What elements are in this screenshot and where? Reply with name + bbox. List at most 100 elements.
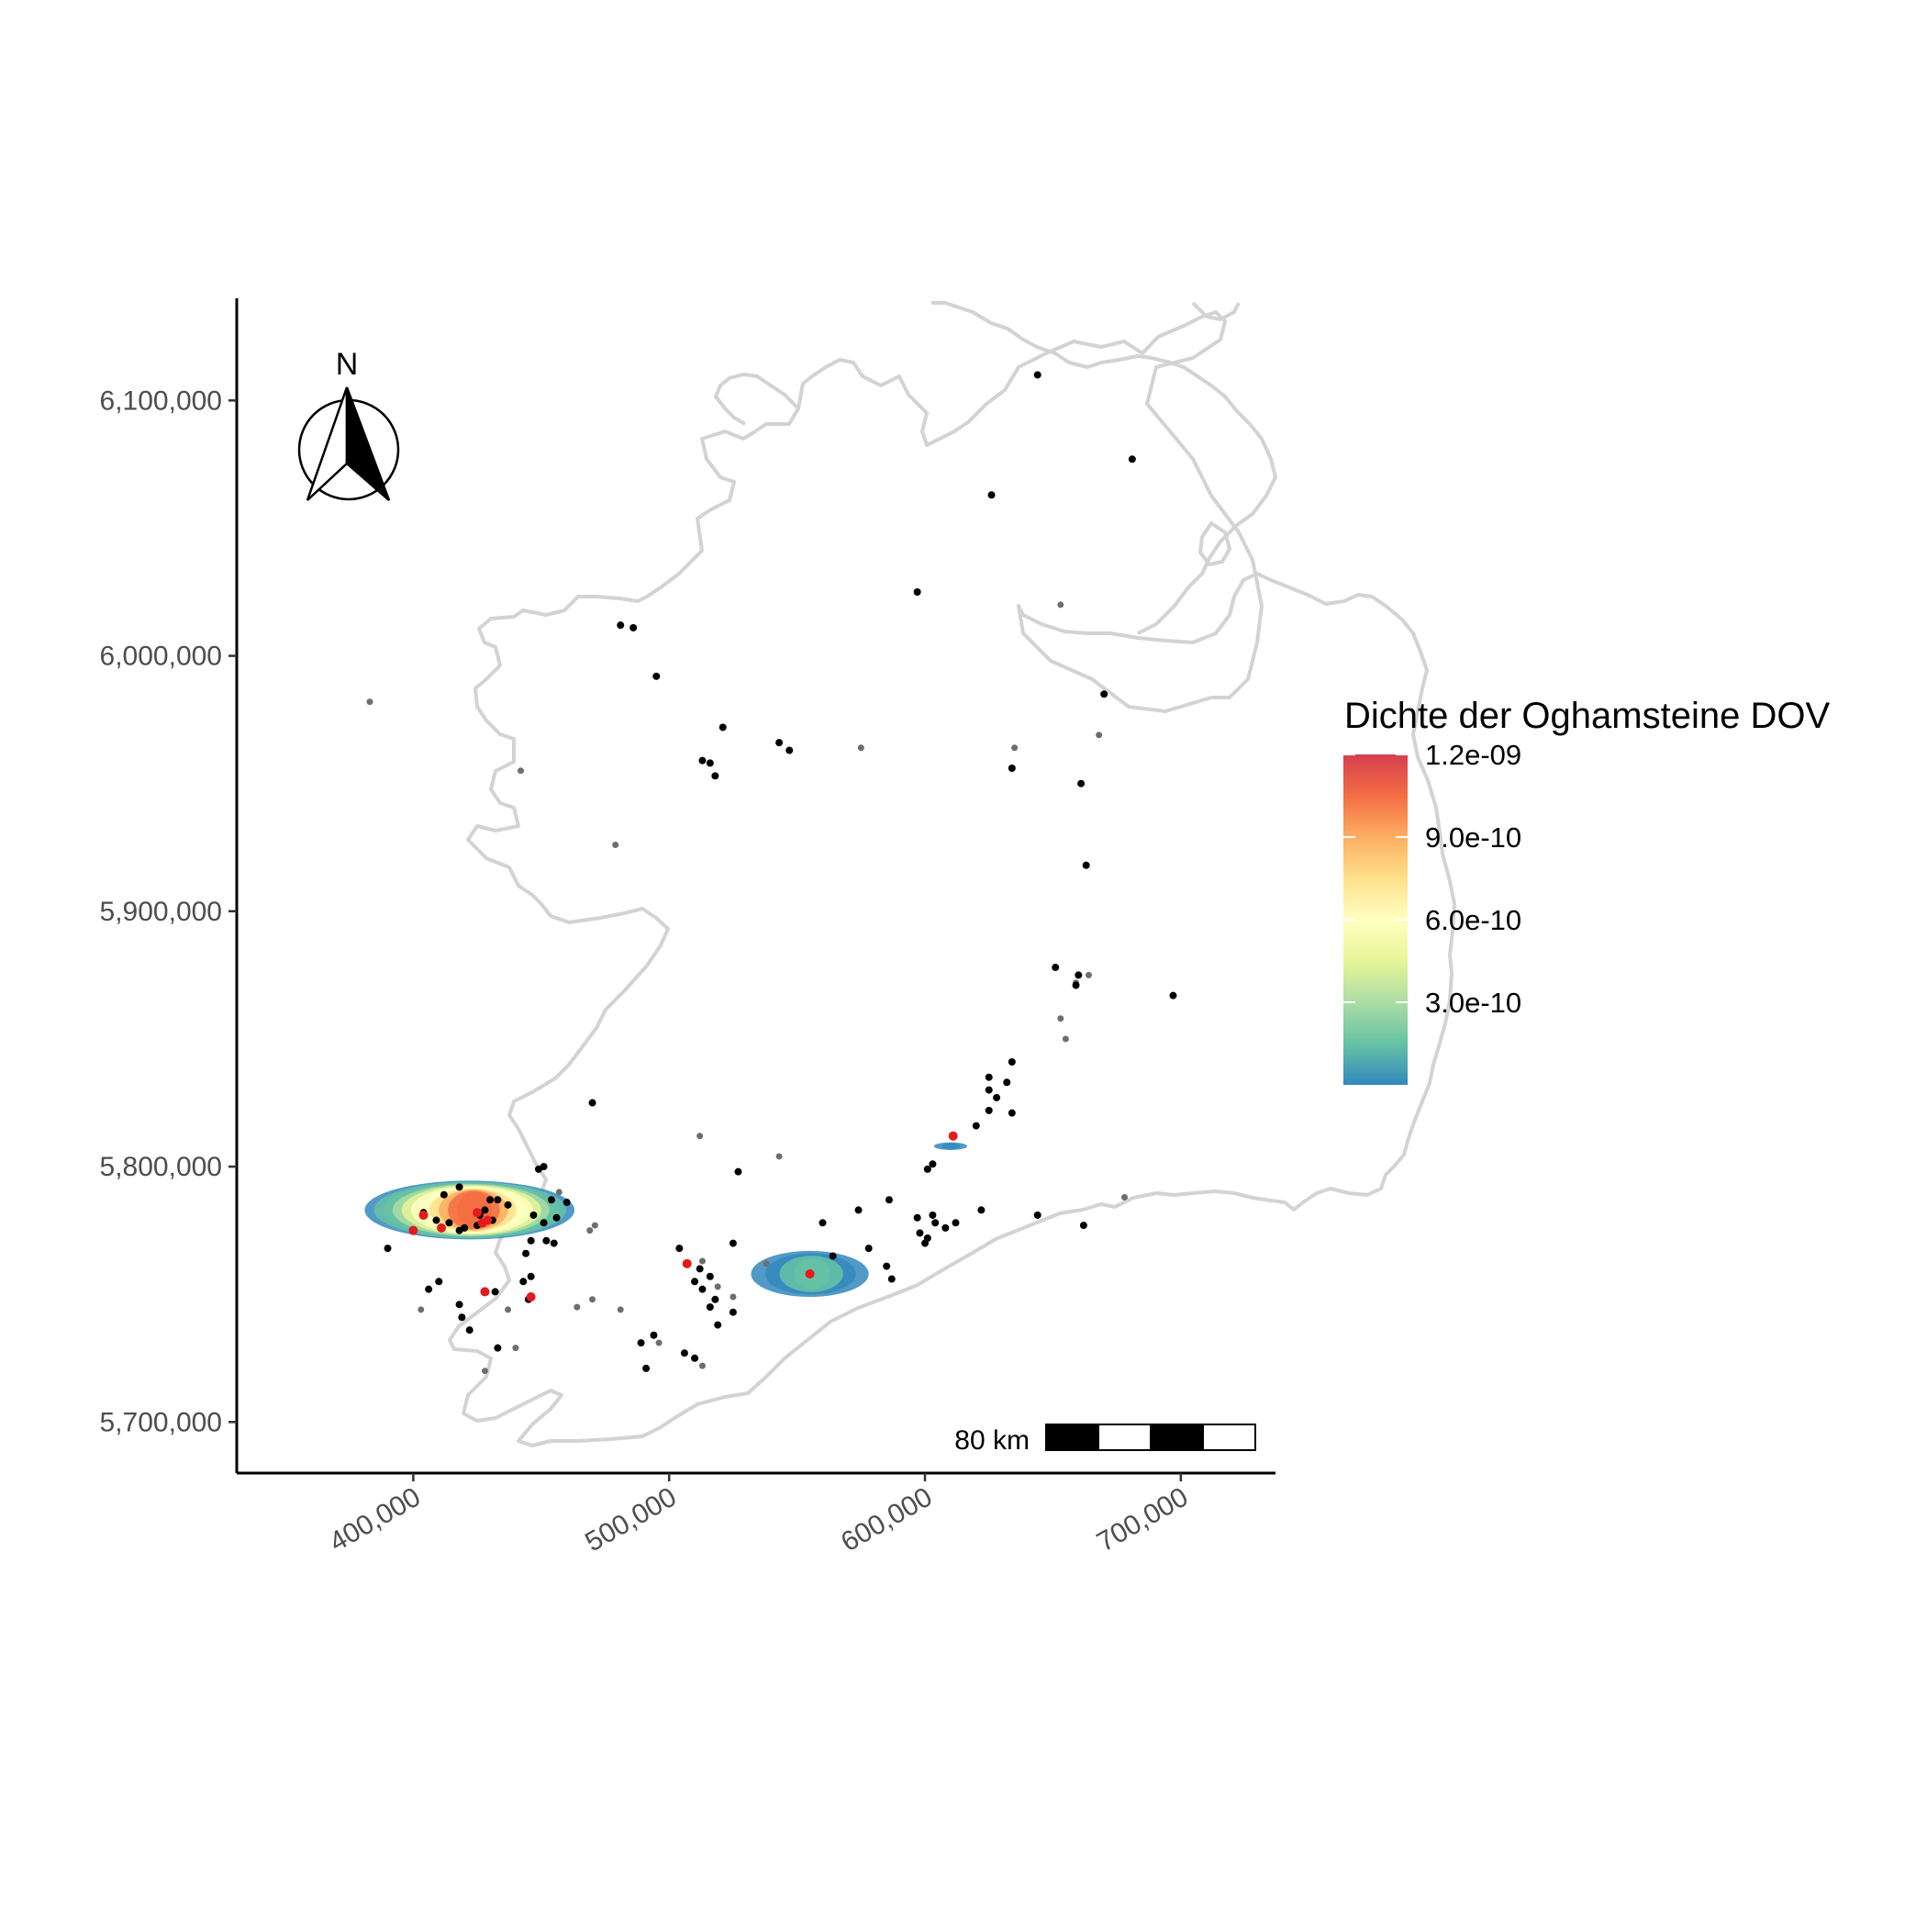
site-point (923, 1165, 931, 1173)
site-point (650, 1331, 658, 1339)
ireland-northwest-coastline (714, 373, 800, 426)
site-point (1128, 455, 1136, 463)
site-point-faint (1011, 744, 1019, 752)
y-tick-label: 6,000,000 (100, 642, 222, 672)
site-point-highlight (948, 1131, 958, 1141)
site-point (985, 1073, 993, 1081)
density-level-2-1 (941, 1143, 961, 1150)
site-point (481, 1206, 489, 1214)
legend-tick-label: 3.0e-10 (1425, 987, 1521, 1019)
site-point (1075, 971, 1083, 979)
site-point (491, 1288, 499, 1296)
site-point-faint (698, 1257, 706, 1265)
site-point (527, 1236, 535, 1245)
site-point (1003, 1078, 1011, 1087)
x-axis-ticks: 400,000 500,000 600,000 700,000 (324, 1473, 1193, 1558)
site-point (987, 491, 996, 499)
site-point-faint (775, 1153, 783, 1160)
site-point (629, 623, 638, 631)
site-point-faint (730, 1293, 737, 1301)
site-point (1072, 981, 1080, 989)
north-arrow-right-half (345, 386, 391, 501)
site-point-faint (517, 767, 524, 775)
site-point (913, 588, 921, 596)
site-point (885, 1196, 893, 1204)
legend-tick-label: 9.0e-10 (1425, 821, 1521, 854)
site-point (486, 1196, 495, 1204)
site-point-faint (698, 1362, 706, 1369)
site-point (706, 1272, 714, 1280)
site-point (729, 1308, 737, 1316)
site-point-faint (696, 1133, 704, 1140)
site-point (675, 1245, 684, 1253)
site-point (854, 1206, 863, 1214)
northeast-islet (1191, 301, 1241, 321)
density-contours (364, 1142, 968, 1297)
site-point (542, 1236, 551, 1245)
site-point (706, 1303, 714, 1312)
site-point (696, 1265, 704, 1273)
site-point (1052, 964, 1060, 972)
site-point-faint (555, 1189, 563, 1196)
scale-bar-segment-4 (1202, 1424, 1256, 1451)
site-point (550, 1239, 558, 1247)
scale-bar: 80 km (954, 1424, 1256, 1456)
site-point-faint (1085, 971, 1092, 978)
site-point (691, 1278, 699, 1286)
site-point-highlight (480, 1287, 490, 1297)
ireland-coastline (448, 310, 1456, 1447)
site-point (929, 1160, 937, 1168)
site-point-faint (366, 698, 373, 706)
site-point-highlight (418, 1210, 429, 1220)
site-point (729, 1239, 737, 1247)
site-point (864, 1245, 873, 1253)
site-point-faint (1062, 1035, 1069, 1043)
y-tick-label: 5,700,000 (100, 1407, 222, 1437)
site-point-faint (1120, 1193, 1128, 1201)
legend-title: Dichte der Oghamsteine DOV (1344, 696, 1830, 736)
site-point (445, 1219, 453, 1227)
site-point-faint (512, 1345, 519, 1352)
site-point (698, 756, 707, 765)
site-point (985, 1106, 993, 1114)
axes: 5,700,000 5,800,000 5,900,000 6,000,000 6,10… (100, 298, 1275, 1558)
site-point (734, 1167, 742, 1176)
site-point (440, 1190, 448, 1199)
scale-bar-segment-3 (1150, 1424, 1204, 1451)
site-point (637, 1339, 645, 1347)
y-tick-label: 5,800,000 (100, 1152, 222, 1182)
site-point (1008, 1109, 1016, 1117)
site-point-faint (617, 1306, 624, 1313)
site-point (1033, 371, 1041, 379)
site-point (718, 723, 727, 731)
site-point (706, 759, 714, 767)
site-point (458, 1313, 466, 1322)
site-point-highlight (437, 1223, 447, 1233)
coastline (448, 301, 1456, 1447)
site-point (691, 1354, 699, 1362)
site-point (547, 1196, 555, 1204)
site-point (711, 1295, 719, 1303)
site-point (972, 1122, 980, 1130)
site-point-faint (1096, 731, 1103, 739)
site-point (913, 1213, 921, 1222)
site-point-faint (418, 1306, 425, 1313)
site-point (680, 1349, 688, 1357)
site-point-faint (655, 1339, 663, 1346)
y-tick-label: 5,900,000 (100, 897, 222, 927)
scale-bar-segment-1 (1045, 1424, 1099, 1451)
site-point-highlight (473, 1208, 483, 1218)
north-arrow: N (297, 347, 400, 501)
site-point (540, 1219, 548, 1227)
x-tick-label: 400,000 (324, 1481, 425, 1558)
site-point (563, 1199, 571, 1207)
x-tick-label: 600,000 (836, 1481, 937, 1558)
x-tick-label: 500,000 (580, 1481, 681, 1558)
site-point (941, 1223, 950, 1232)
site-point-faint (591, 1222, 598, 1229)
site-point (1008, 1058, 1016, 1066)
site-point (775, 739, 784, 747)
site-point (698, 1285, 707, 1293)
